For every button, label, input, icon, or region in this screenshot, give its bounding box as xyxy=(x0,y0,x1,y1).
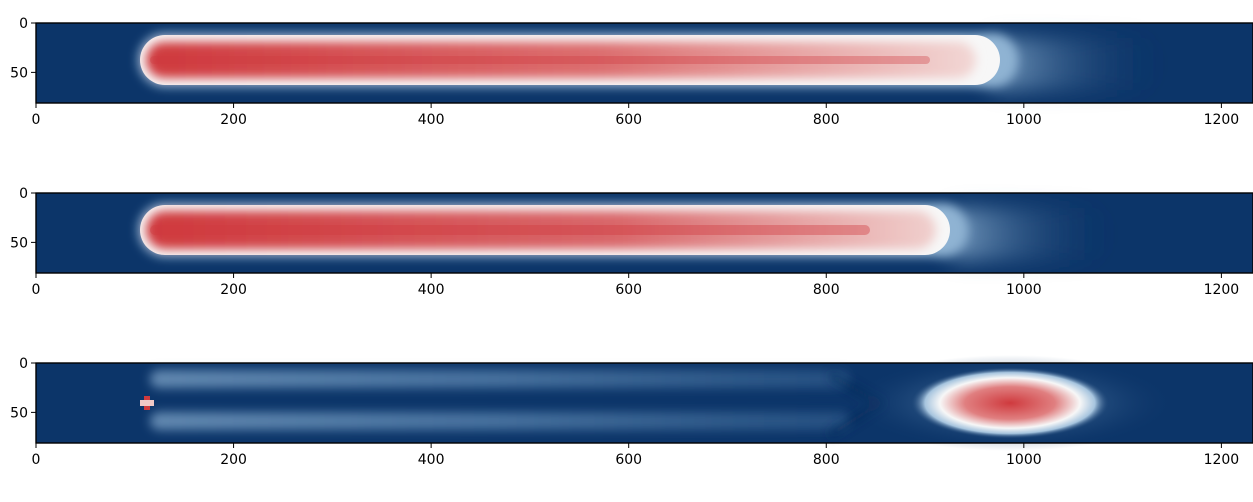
panel-1-heat-field xyxy=(138,33,1160,90)
panel-2-core xyxy=(146,211,936,249)
panel-3-x-tick-label-6: 1200 xyxy=(1204,452,1240,468)
panel-2-x-tick-label-0: 0 xyxy=(32,282,41,298)
panel-1-core-line xyxy=(150,56,930,64)
panel-2-x-tick-label-1: 200 xyxy=(220,282,247,298)
panel-1-x-tick-label-6: 1200 xyxy=(1204,112,1240,128)
panel-2-x-tick-label-6: 1200 xyxy=(1204,282,1240,298)
panel-1-x-tick-label-4: 800 xyxy=(813,112,840,128)
panel-3-hot-blob xyxy=(910,367,1110,439)
panel-3-heat-field xyxy=(140,355,1175,451)
panel-1-x-tick-label-1: 200 xyxy=(220,112,247,128)
panel-3-axes: 0 200 400 600 800 1000 1200 0 50 xyxy=(10,356,1239,468)
panel-3-upper-band xyxy=(150,370,850,388)
panel-2-heat-field xyxy=(138,203,1110,260)
panel-1-core xyxy=(146,42,976,78)
panel-2-x-tick-label-5: 1000 xyxy=(1006,282,1042,298)
panel-3-x-tick-label-0: 0 xyxy=(32,452,41,468)
panel-3-y-tick-label-1: 50 xyxy=(10,405,28,421)
panel-3-x-tick-label-2: 400 xyxy=(418,452,445,468)
panel-1-x-tick-label-2: 400 xyxy=(418,112,445,128)
heatmap-panel-2: 0 200 400 600 800 1000 1200 0 50 xyxy=(10,186,1253,298)
panel-1-axes: 0 200 400 600 800 1000 1200 0 50 xyxy=(10,16,1239,128)
panel-2-core-line xyxy=(150,225,870,235)
panel-3-x-tick-label-5: 1000 xyxy=(1006,452,1042,468)
panel-3-spot-highlight xyxy=(140,400,154,406)
panel-2-x-tick-label-4: 800 xyxy=(813,282,840,298)
panel-1-x-tick-label-5: 1000 xyxy=(1006,112,1042,128)
panel-1-x-tick-label-0: 0 xyxy=(32,112,41,128)
panel-1-y-tick-label-0: 0 xyxy=(19,16,28,32)
panel-2-tail-glow xyxy=(940,208,1110,260)
panel-2-x-tick-label-2: 400 xyxy=(418,282,445,298)
panel-2-axes: 0 200 400 600 800 1000 1200 0 50 xyxy=(10,186,1239,298)
panel-3-y-tick-label-0: 0 xyxy=(19,356,28,372)
panel-2-y-tick-label-0: 0 xyxy=(19,186,28,202)
panel-3-lower-band xyxy=(150,412,850,430)
heatmap-panel-3: 0 200 400 600 800 1000 1200 0 50 xyxy=(10,355,1253,468)
panel-1-y-tick-label-1: 50 xyxy=(10,65,28,81)
panel-3-frame xyxy=(35,362,1253,444)
panel-2-y-tick-label-1: 50 xyxy=(10,235,28,251)
panel-3-x-tick-label-1: 200 xyxy=(220,452,247,468)
panel-2-x-tick-label-3: 600 xyxy=(615,282,642,298)
panel-3-x-tick-label-4: 800 xyxy=(813,452,840,468)
panel-3-x-tick-label-3: 600 xyxy=(615,452,642,468)
heatmap-panel-1: 0 200 400 600 800 1000 1200 0 50 xyxy=(10,16,1253,128)
panel-1-tail-glow xyxy=(980,38,1160,90)
panel-1-x-tick-label-3: 600 xyxy=(615,112,642,128)
panel-1-frame xyxy=(35,22,1253,104)
panel-2-frame xyxy=(35,192,1253,274)
